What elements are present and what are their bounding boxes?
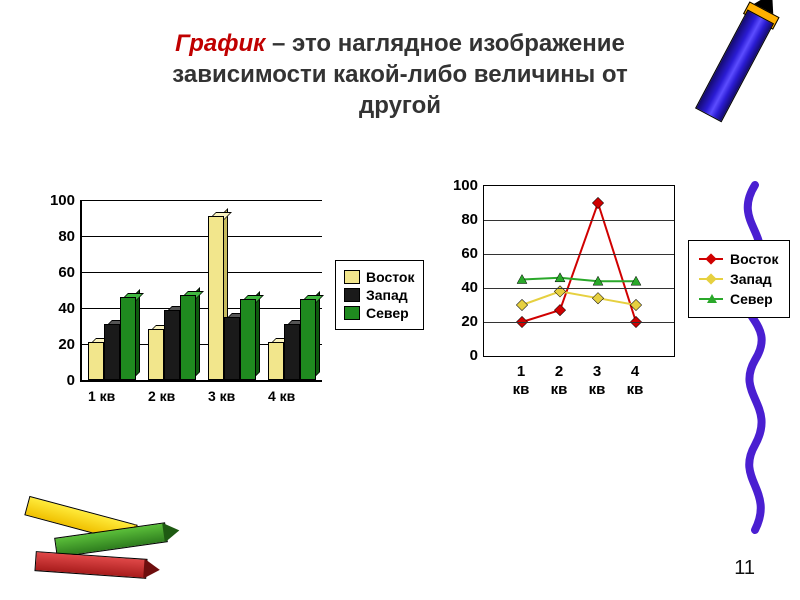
line-x-axis: 1кв2кв3кв4кв bbox=[483, 363, 673, 408]
line-y-tick: 60 bbox=[438, 245, 478, 262]
bar-chart: 1 кв 2 кв 3 кв 4 кв 0 20 40 60 80 100 bbox=[30, 190, 330, 420]
bar-y-tick: 100 bbox=[30, 192, 75, 209]
line-x-tick: 4кв bbox=[615, 363, 655, 399]
page-number: 11 bbox=[734, 557, 755, 580]
bar bbox=[148, 331, 162, 380]
bar bbox=[268, 344, 282, 380]
bar bbox=[208, 218, 222, 380]
bar bbox=[164, 312, 178, 380]
legend-label: Восток bbox=[366, 269, 415, 285]
bar bbox=[180, 297, 194, 380]
line-x-tick: 2кв bbox=[539, 363, 579, 399]
bar bbox=[104, 326, 118, 380]
bar-x-axis: 1 кв 2 кв 3 кв 4 кв bbox=[80, 388, 320, 408]
line-chart: 1кв2кв3кв4кв 0 20 40 60 80 100 bbox=[438, 175, 698, 425]
line-x-tick: 3кв bbox=[577, 363, 617, 399]
bar bbox=[224, 319, 238, 380]
squiggle-icon bbox=[725, 180, 785, 540]
legend-marker bbox=[699, 254, 723, 264]
bar bbox=[284, 326, 298, 380]
line-svg bbox=[484, 186, 674, 356]
legend-item-east: Восток bbox=[344, 269, 415, 285]
bar bbox=[240, 301, 254, 380]
bar-x-tick: 4 кв bbox=[268, 388, 295, 404]
bar bbox=[300, 301, 314, 380]
title-highlight: График bbox=[175, 30, 265, 57]
line-y-tick: 20 bbox=[438, 313, 478, 330]
bar-y-tick: 20 bbox=[30, 336, 75, 353]
bar-y-tick: 0 bbox=[30, 372, 75, 389]
legend-swatch bbox=[344, 288, 360, 302]
legend-item-east: Восток bbox=[699, 251, 779, 267]
bar-y-tick: 80 bbox=[30, 228, 75, 245]
bar-plot-area bbox=[80, 200, 322, 382]
line-x-tick: 1кв bbox=[501, 363, 541, 399]
bar-y-tick: 60 bbox=[30, 264, 75, 281]
legend-item-west: Запад bbox=[344, 287, 415, 303]
legend-label: Запад bbox=[366, 287, 408, 303]
line-y-tick: 0 bbox=[438, 347, 478, 364]
legend-item-north: Север bbox=[344, 305, 415, 321]
legend-swatch bbox=[344, 270, 360, 284]
bar-x-tick: 1 кв bbox=[88, 388, 115, 404]
legend-swatch bbox=[344, 306, 360, 320]
crayons-icon bbox=[15, 470, 205, 590]
line-plot-area bbox=[483, 185, 675, 357]
bar bbox=[120, 299, 134, 380]
legend-item-west: Запад bbox=[699, 271, 779, 287]
bar bbox=[88, 344, 102, 380]
bar-x-tick: 2 кв bbox=[148, 388, 175, 404]
legend-label: Север bbox=[366, 305, 409, 321]
crayon-icon bbox=[660, 0, 800, 152]
legend-marker bbox=[699, 274, 723, 284]
bar-chart-legend: Восток Запад Север bbox=[335, 260, 424, 330]
bar-x-tick: 3 кв bbox=[208, 388, 235, 404]
bar-y-tick: 40 bbox=[30, 300, 75, 317]
page-title: График – это наглядное изображение завис… bbox=[140, 28, 660, 122]
legend-label: Запад bbox=[730, 271, 772, 287]
legend-marker bbox=[699, 294, 723, 304]
legend-label: Север bbox=[730, 291, 773, 307]
line-y-tick: 100 bbox=[438, 177, 478, 194]
line-y-tick: 80 bbox=[438, 211, 478, 228]
line-chart-legend: Восток Запад Север bbox=[688, 240, 790, 318]
line-y-tick: 40 bbox=[438, 279, 478, 296]
legend-label: Восток bbox=[730, 251, 779, 267]
legend-item-north: Север bbox=[699, 291, 779, 307]
